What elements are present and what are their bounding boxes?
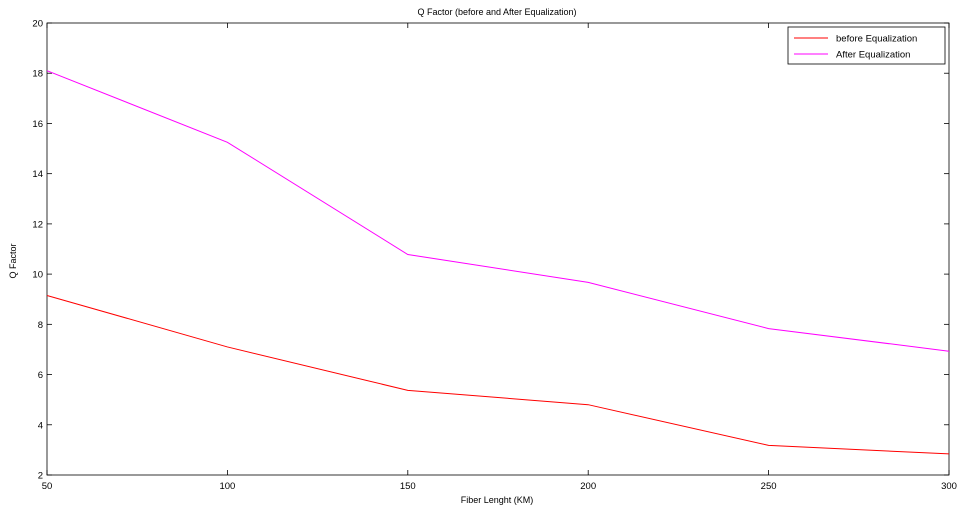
x-tick-label: 150 <box>400 481 416 492</box>
legend-label-after: After Equalization <box>836 50 910 61</box>
y-tick-label: 14 <box>32 169 43 180</box>
legend: before Equalization After Equalization <box>787 26 946 65</box>
x-tick-label: 300 <box>941 481 957 492</box>
y-tick-label: 6 <box>38 370 43 381</box>
plot-frame <box>46 22 950 476</box>
y-tick-label: 2 <box>38 471 43 482</box>
y-tick-label: 20 <box>32 19 43 30</box>
y-tick-label: 8 <box>38 320 43 331</box>
legend-label-before: before Equalization <box>836 34 917 45</box>
series-before-equalization-line <box>46 294 950 455</box>
x-tick-label: 250 <box>761 481 777 492</box>
y-tick-label: 18 <box>32 69 43 80</box>
y-tick-label: 10 <box>32 270 43 281</box>
y-tick-label: 4 <box>38 420 43 431</box>
series-after-equalization-line <box>46 70 950 352</box>
chart-title: Q Factor (before and After Equalization) <box>417 7 576 17</box>
y-tick-label: 16 <box>32 119 43 130</box>
series-lines <box>46 70 950 455</box>
x-tick-label: 200 <box>580 481 596 492</box>
legend-box <box>787 26 946 65</box>
x-tick-label: 100 <box>219 481 235 492</box>
x-axis-label: Fiber Lenght (KM) <box>461 495 534 505</box>
x-tick-label: 50 <box>42 481 53 492</box>
y-axis-label: Q Factor <box>8 243 18 278</box>
axes: 50 100 150 200 250 300 2 4 6 8 10 12 14 16 18 20 <box>32 19 957 493</box>
y-tick-label: 12 <box>32 219 43 230</box>
